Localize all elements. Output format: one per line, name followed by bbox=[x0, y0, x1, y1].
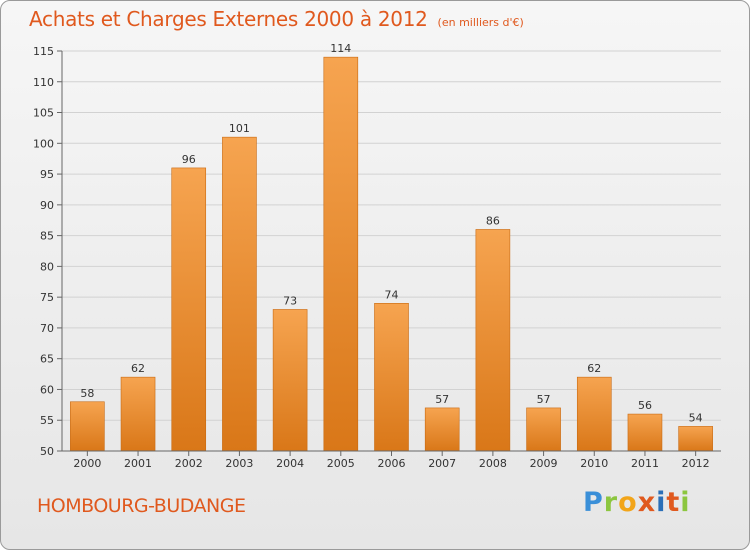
logo-letter: x bbox=[637, 487, 657, 518]
y-tick-label: 60 bbox=[40, 383, 54, 396]
y-tick-label: 110 bbox=[33, 76, 54, 89]
x-tick-label: 2009 bbox=[530, 457, 558, 470]
x-tick-label: 2011 bbox=[631, 457, 659, 470]
x-tick-label: 2000 bbox=[73, 457, 101, 470]
y-tick-label: 75 bbox=[40, 291, 54, 304]
bar-value-label: 101 bbox=[229, 122, 250, 135]
bar bbox=[272, 309, 308, 452]
bar bbox=[171, 167, 207, 452]
x-tick-label: 2006 bbox=[378, 457, 406, 470]
x-tick-label: 2010 bbox=[580, 457, 608, 470]
y-tick-label: 95 bbox=[40, 168, 54, 181]
y-tick-label: 85 bbox=[40, 230, 54, 243]
x-tick-label: 2007 bbox=[428, 457, 456, 470]
x-tick-label: 2002 bbox=[175, 457, 203, 470]
y-tick-label: 50 bbox=[40, 445, 54, 458]
bar bbox=[70, 401, 105, 452]
bar bbox=[627, 413, 663, 452]
y-tick-label: 90 bbox=[40, 199, 54, 212]
bar bbox=[678, 426, 713, 452]
bar-value-label: 114 bbox=[330, 42, 351, 55]
bar-value-label: 96 bbox=[182, 153, 196, 166]
bar-value-label: 57 bbox=[537, 393, 551, 406]
bar bbox=[323, 56, 359, 452]
chart-title: Achats et Charges Externes 2000 à 2012 (e… bbox=[29, 7, 524, 37]
bar bbox=[475, 229, 511, 452]
bar-value-label: 58 bbox=[80, 387, 94, 400]
bar-value-label: 62 bbox=[587, 362, 601, 375]
bar bbox=[120, 376, 156, 452]
x-tick-label: 2005 bbox=[327, 457, 355, 470]
bar-value-label: 57 bbox=[435, 393, 449, 406]
y-axis-ticks: 50 55 60 65 70 75 80 85 90 95 100 105 110 115 bbox=[33, 45, 62, 458]
x-tick-label: 2003 bbox=[225, 457, 253, 470]
y-tick-label: 70 bbox=[40, 322, 54, 335]
bar-value-label: 62 bbox=[131, 362, 145, 375]
x-tick-label: 2008 bbox=[479, 457, 507, 470]
logo-letter: t bbox=[666, 487, 681, 518]
bar-value-label: 74 bbox=[385, 288, 399, 301]
proxiti-logo: Proxiti bbox=[583, 487, 691, 518]
bar bbox=[576, 376, 612, 452]
x-tick-label: 2012 bbox=[682, 457, 710, 470]
y-tick-label: 65 bbox=[40, 353, 54, 366]
bar bbox=[374, 303, 409, 452]
x-axis-ticks: 2000 2001 2002 2003 2004 2005 2006 2007 2008 2009… bbox=[73, 451, 710, 470]
y-tick-label: 115 bbox=[33, 45, 54, 58]
logo-letter: P bbox=[583, 487, 604, 518]
bars: 58 62 96 101 73 114 74 57 86 57 62 56 54 bbox=[70, 42, 713, 452]
logo-letter: r bbox=[603, 487, 619, 518]
commune-name: HOMBOURG-BUDANGE bbox=[37, 495, 246, 517]
y-tick-label: 100 bbox=[33, 137, 54, 150]
bar-value-label: 56 bbox=[638, 399, 652, 412]
logo-letter: i bbox=[656, 487, 667, 518]
y-tick-label: 80 bbox=[40, 260, 54, 273]
bar-value-label: 73 bbox=[283, 294, 297, 307]
bar-value-label: 86 bbox=[486, 214, 500, 227]
x-tick-label: 2004 bbox=[276, 457, 304, 470]
bar bbox=[222, 136, 257, 452]
bar-value-label: 54 bbox=[689, 411, 703, 424]
y-tick-label: 55 bbox=[40, 414, 54, 427]
chart-title-text: Achats et Charges Externes 2000 à 2012 bbox=[29, 7, 428, 31]
y-tick-label: 105 bbox=[33, 107, 54, 120]
logo-letter: i bbox=[680, 487, 691, 518]
logo-letter: o bbox=[618, 487, 638, 518]
bar bbox=[526, 407, 561, 452]
bar bbox=[424, 407, 460, 452]
chart-unit-label: (en milliers d'€) bbox=[437, 16, 524, 29]
x-tick-label: 2001 bbox=[124, 457, 152, 470]
